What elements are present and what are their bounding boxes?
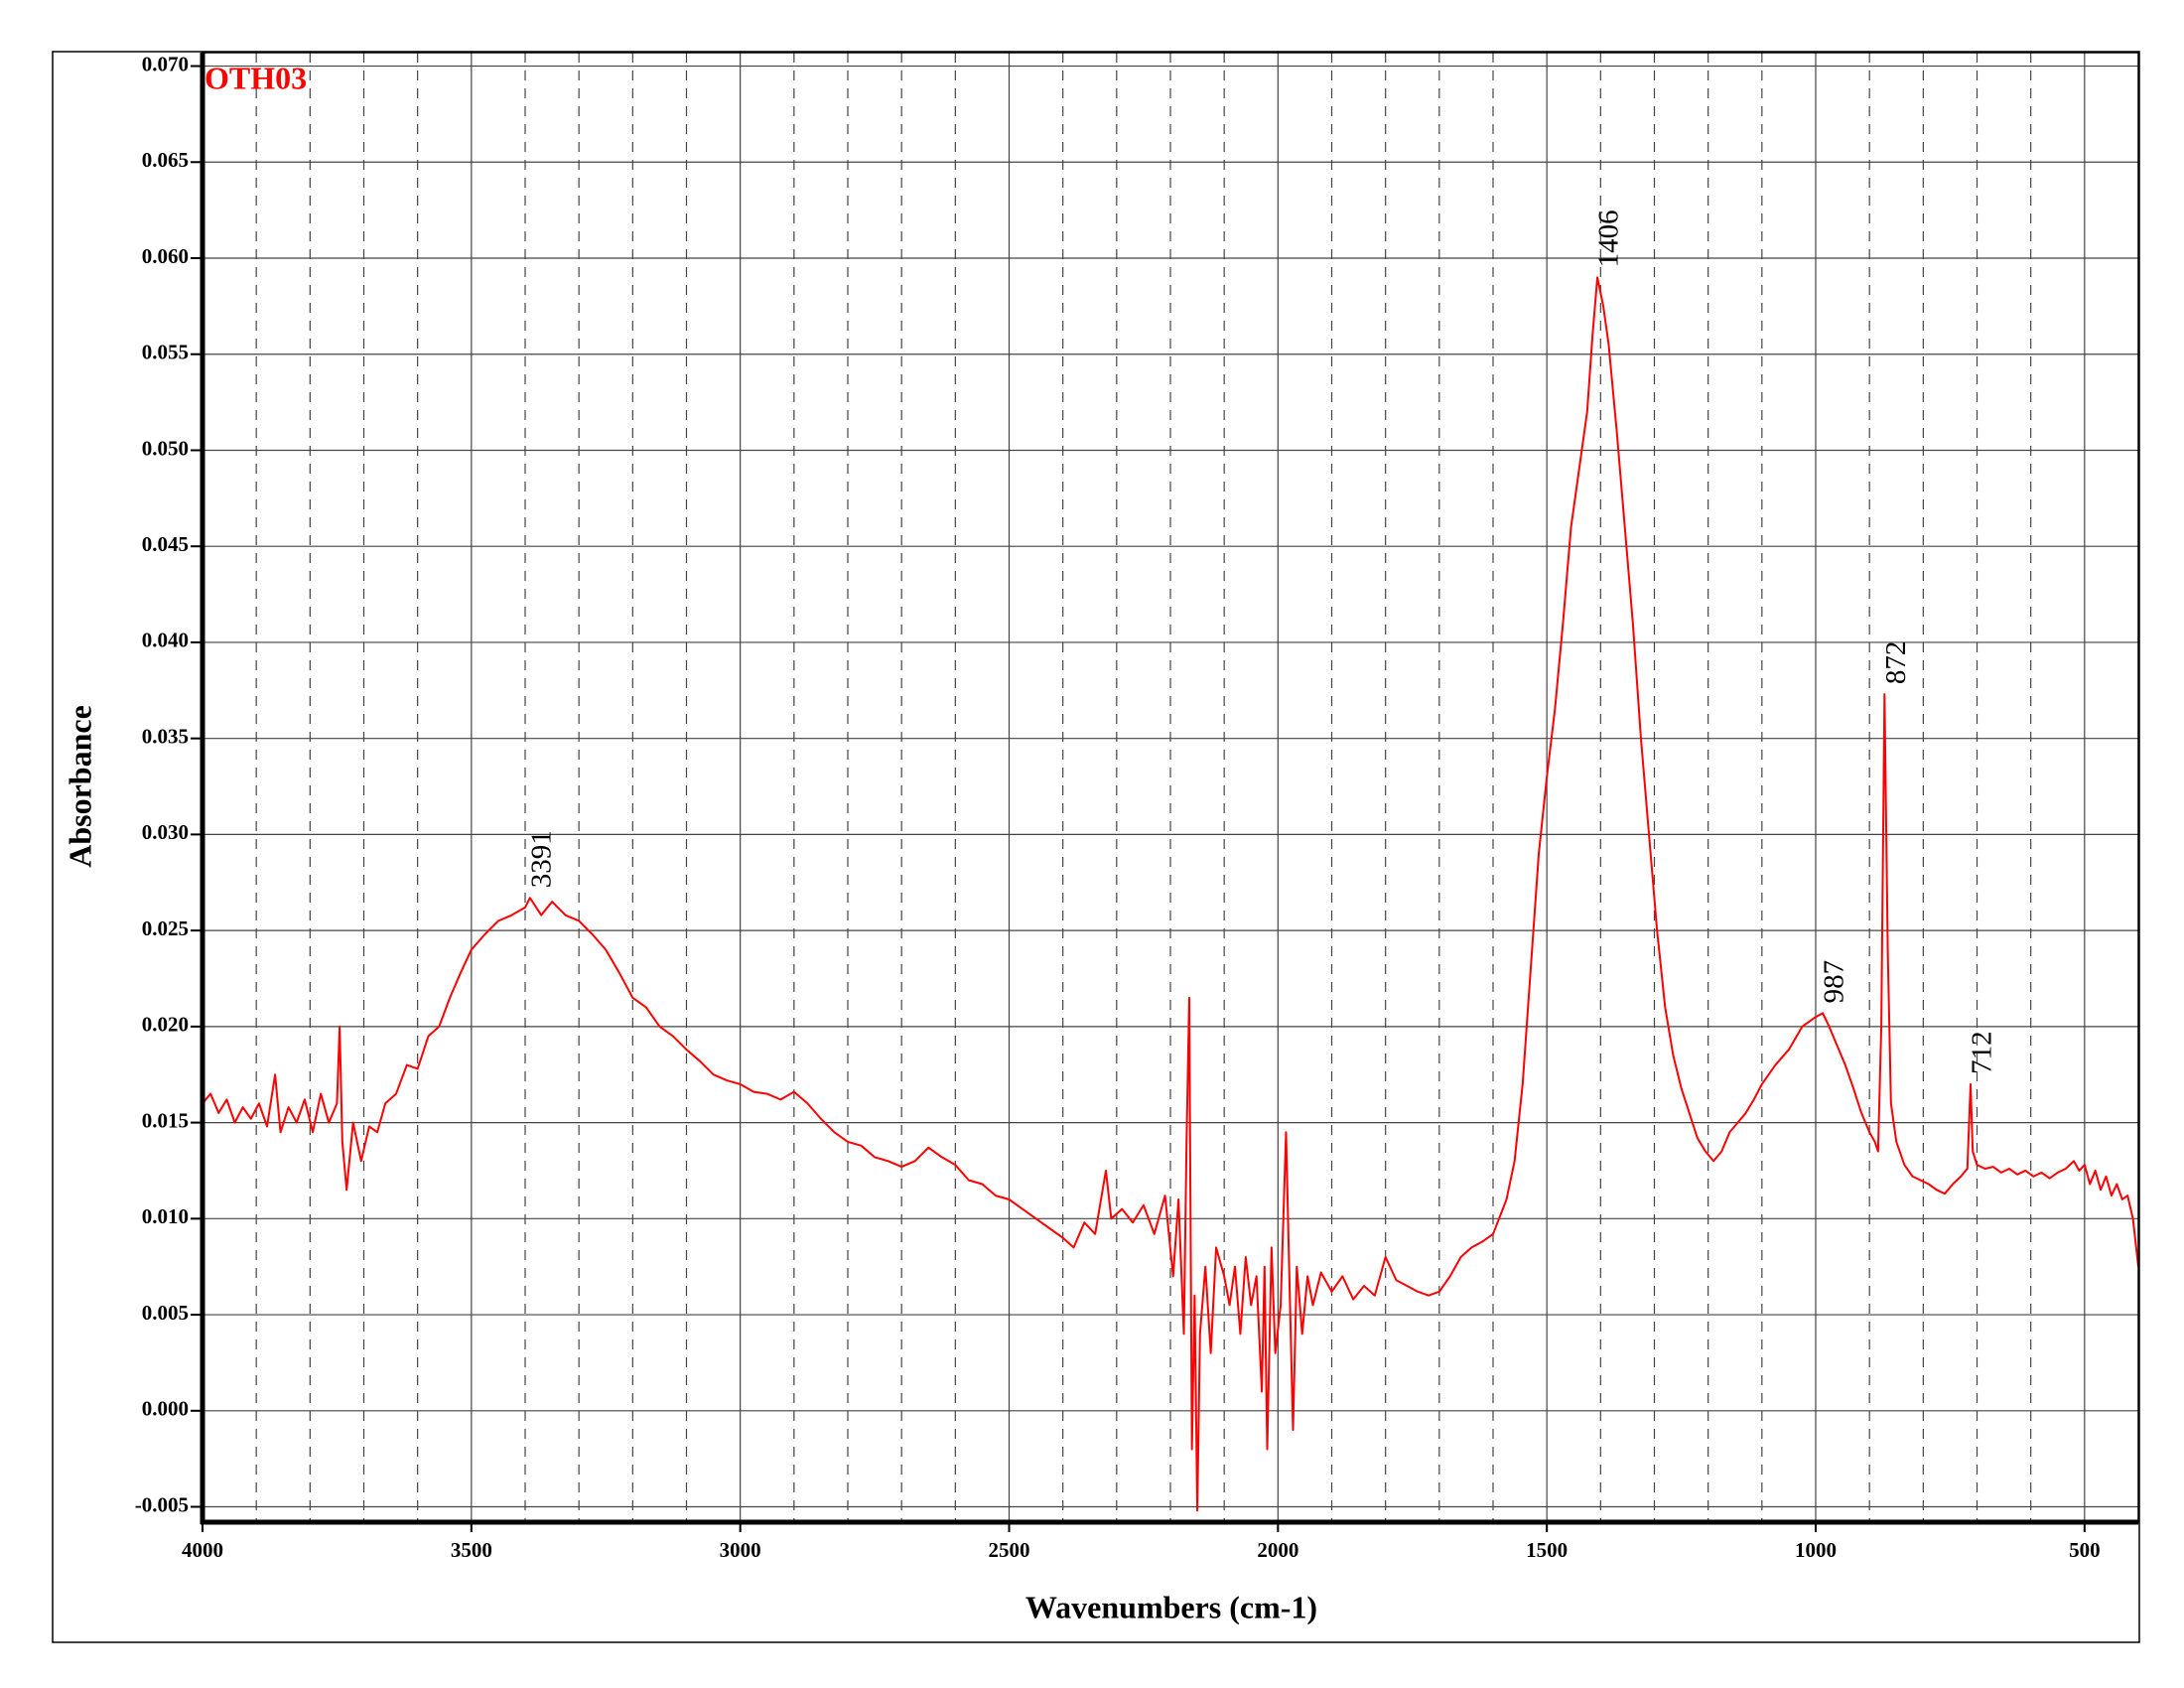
y-tick-label: 0.025: [142, 916, 189, 940]
y-tick-label: 0.065: [142, 148, 189, 172]
peak-label: 3391: [526, 830, 558, 888]
y-tick-label: 0.020: [142, 1013, 189, 1037]
x-tick-label: 1000: [1795, 1538, 1837, 1562]
y-tick-label: 0.040: [142, 629, 189, 652]
plot-area: [202, 276, 2139, 1512]
spectrum-line: [202, 276, 2139, 1512]
x-tick-label: 1500: [1526, 1538, 1568, 1562]
y-tick-label: 0.050: [142, 436, 189, 460]
y-tick-label: 0.070: [142, 52, 189, 75]
x-tick-label: 500: [2069, 1538, 2101, 1562]
y-tick-label: 0.060: [142, 244, 189, 268]
peak-label: 872: [1880, 641, 1912, 685]
y-tick-label: 0.045: [142, 532, 189, 556]
x-axis-title: Wavenumbers (cm-1): [1025, 1589, 1317, 1624]
y-tick-label: 0.015: [142, 1108, 189, 1132]
y-tick-label: 0.055: [142, 341, 189, 364]
x-tick-label: 3500: [451, 1538, 492, 1562]
x-tick-label: 3000: [720, 1538, 761, 1562]
y-tick-label: 0.030: [142, 820, 189, 844]
y-tick-label: 0.000: [142, 1397, 189, 1421]
y-tick-label: -0.005: [135, 1492, 189, 1516]
x-tick-label: 4000: [182, 1538, 223, 1562]
grid: [202, 53, 2138, 1522]
outer-frame: [52, 51, 2140, 1643]
series-label: OTH03: [205, 60, 307, 95]
x-tick-label: 2500: [989, 1538, 1030, 1562]
x-tick-label: 2000: [1257, 1538, 1298, 1562]
y-tick-label: 0.010: [142, 1204, 189, 1228]
y-tick-label: 0.035: [142, 724, 189, 748]
y-tick-label: 0.005: [142, 1301, 189, 1325]
y-axis-title: Absorbance: [62, 705, 97, 868]
peak-label: 1406: [1593, 210, 1625, 267]
peak-label: 987: [1819, 960, 1850, 1004]
peak-label: 712: [1967, 1031, 1998, 1074]
